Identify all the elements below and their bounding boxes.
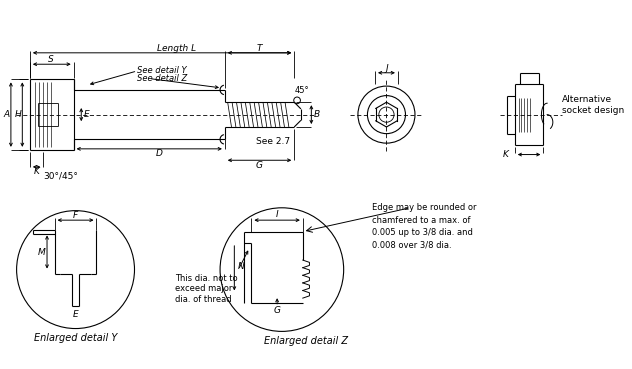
Text: Edge may be rounded or
chamfered to a max. of
0.005 up to 3/8 dia. and
0.008 ove: Edge may be rounded or chamfered to a ma… — [372, 203, 477, 249]
Text: I: I — [276, 210, 279, 219]
Text: See 2.7: See 2.7 — [256, 137, 290, 146]
Text: Enlarged detail Z: Enlarged detail Z — [264, 336, 348, 346]
Text: K: K — [503, 150, 509, 159]
Text: H: H — [15, 110, 22, 119]
Text: T: T — [257, 44, 262, 52]
Text: This dia. not to
exceed major
dia. of thread: This dia. not to exceed major dia. of th… — [176, 274, 238, 304]
Text: 30°/45°: 30°/45° — [43, 172, 78, 181]
Text: See detail Z: See detail Z — [137, 74, 188, 83]
Text: 45°: 45° — [295, 86, 309, 95]
Text: E: E — [84, 110, 90, 119]
Text: Enlarged detail Y: Enlarged detail Y — [34, 333, 118, 343]
Text: E: E — [73, 310, 78, 318]
Text: See detail Y: See detail Y — [137, 66, 187, 75]
Text: J: J — [385, 63, 388, 73]
Text: G: G — [256, 161, 263, 169]
Text: K: K — [33, 167, 40, 176]
Text: N: N — [238, 262, 245, 271]
Text: S: S — [48, 55, 54, 64]
Text: A: A — [3, 110, 9, 119]
Text: Alternative
socket design: Alternative socket design — [562, 96, 624, 115]
Text: B: B — [314, 110, 320, 119]
Text: F: F — [73, 211, 78, 220]
Text: Length L: Length L — [157, 44, 196, 52]
Text: G: G — [274, 306, 281, 315]
Text: D: D — [155, 149, 162, 158]
Text: M: M — [37, 248, 45, 256]
